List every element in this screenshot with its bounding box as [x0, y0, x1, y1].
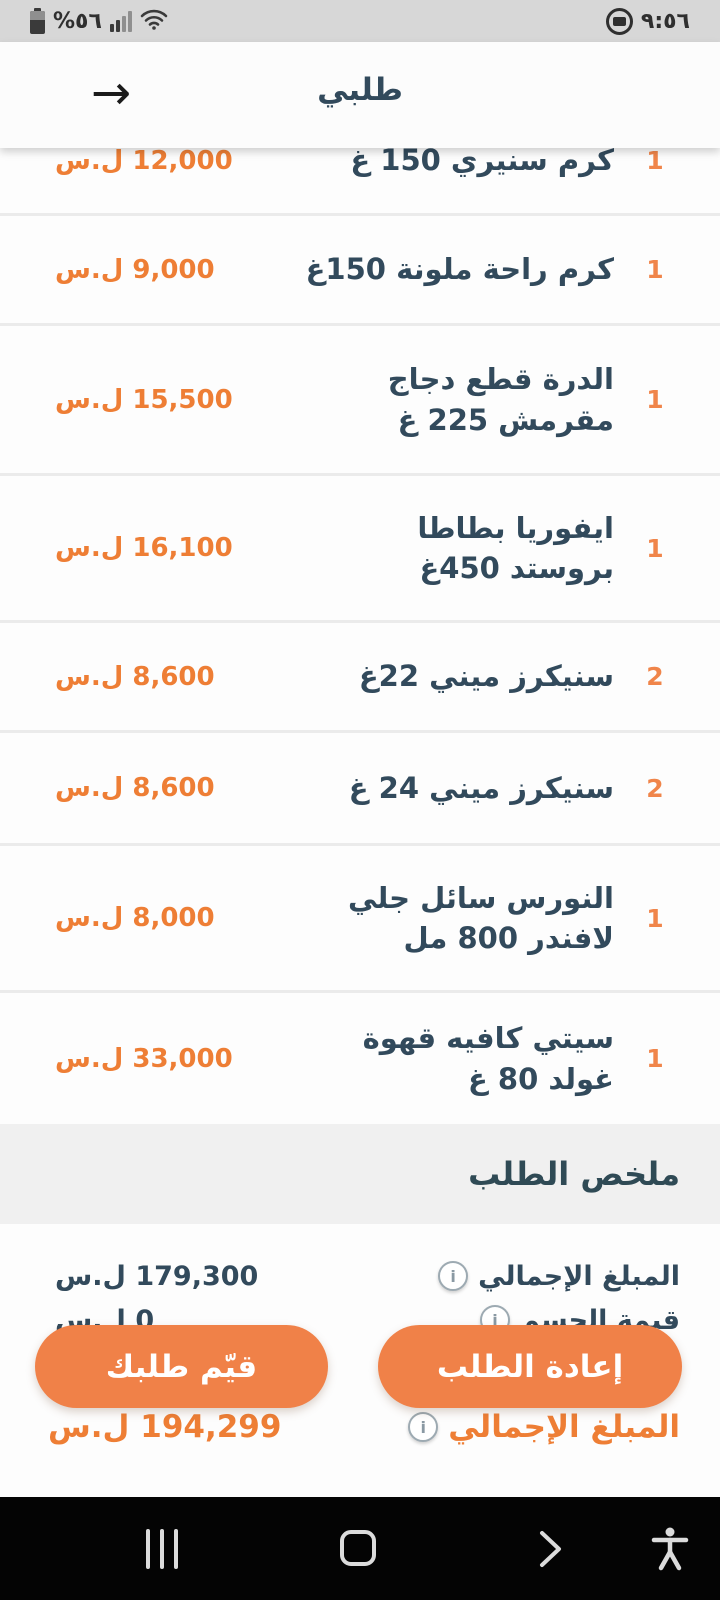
reorder-button[interactable]: إعادة الطلب	[378, 1325, 682, 1408]
order-summary-header: ملخص الطلب	[0, 1124, 720, 1224]
screen-record-icon	[605, 7, 633, 35]
item-quantity: 1	[646, 1044, 664, 1073]
summary-row-grand-total: المبلغ الإجمالي i 194,299 ل.س	[0, 1392, 720, 1462]
item-name: كرم سنيري 150 غ	[350, 148, 614, 178]
item-price: 33,000 ل.س	[55, 1043, 233, 1074]
grand-total-value: 194,299 ل.س	[48, 1409, 282, 1445]
item-price: 8,000 ل.س	[55, 903, 215, 933]
status-right-cluster: ٩:٥٦	[605, 7, 690, 35]
item-price: 8,600 ل.س	[55, 661, 215, 692]
item-quantity: 2	[646, 662, 664, 691]
order-item-row: 1 كرم سنيري 150 غ 12,000 ل.س	[0, 148, 720, 216]
order-items-list: 1 كرم سنيري 150 غ 12,000 ل.س 1 كرم راحة …	[0, 148, 720, 1124]
item-quantity: 1	[646, 903, 664, 933]
rate-order-button[interactable]: قيّم طلبك	[35, 1325, 328, 1408]
order-item-row: 1 سيتي كافيه قهوة غولد 80 غ 33,000 ل.س	[0, 993, 720, 1124]
summary-value: 179,300 ل.س	[55, 1260, 259, 1292]
order-item-row: 2 سنيكرز ميني 24 غ 8,600 ل.س	[0, 733, 720, 846]
back-button[interactable]: →	[76, 58, 146, 128]
wifi-icon	[140, 8, 168, 34]
back-arrow-icon: →	[90, 65, 132, 121]
summary-label: المبلغ الإجمالي	[478, 1260, 680, 1292]
item-name: سيتي كافيه قهوة غولد 80 غ	[362, 1021, 614, 1096]
item-name: ايفوريا بطاطا بروستد 450غ	[417, 510, 614, 585]
item-quantity: 1	[646, 255, 664, 284]
item-price: 9,000 ل.س	[55, 254, 215, 285]
item-price: 12,000 ل.س	[55, 148, 233, 176]
recents-icon[interactable]	[146, 1529, 178, 1569]
summary-row-total: المبلغ الإجمالي i 179,300 ل.س	[0, 1254, 720, 1298]
grand-total-label: المبلغ الإجمالي	[448, 1409, 680, 1445]
accessibility-icon[interactable]	[648, 1525, 692, 1573]
android-nav-bar	[0, 1497, 720, 1600]
item-quantity: 1	[646, 385, 664, 414]
page-title: طلبي	[317, 72, 403, 108]
item-name: سنيكرز ميني 22غ	[358, 659, 614, 694]
battery-icon	[30, 8, 45, 34]
item-quantity: 1	[646, 148, 664, 175]
item-price: 8,600 ل.س	[55, 773, 215, 803]
header: طلبي →	[0, 42, 720, 148]
item-quantity: 1	[646, 533, 664, 563]
status-bar: %٥٦ ٩:٥٦	[0, 0, 720, 42]
order-item-row: 1 كرم راحة ملونة 150غ 9,000 ل.س	[0, 216, 720, 326]
order-item-row: 2 سنيكرز ميني 22غ 8,600 ل.س	[0, 623, 720, 733]
info-icon[interactable]: i	[438, 1261, 469, 1291]
item-name: سنيكرز ميني 24 غ	[348, 770, 614, 805]
item-name: الدرة قطع دجاج مقرمش 225 غ	[387, 362, 614, 437]
order-item-row: 1 الدرة قطع دجاج مقرمش 225 غ 15,500 ل.س	[0, 326, 720, 476]
item-price: 16,100 ل.س	[55, 533, 233, 563]
info-icon[interactable]: i	[408, 1412, 439, 1442]
item-name: كرم راحة ملونة 150غ	[305, 252, 614, 287]
item-quantity: 2	[646, 773, 664, 803]
battery-percent: %٥٦	[53, 8, 102, 34]
nav-back-icon[interactable]	[535, 1528, 565, 1570]
status-left-cluster: %٥٦	[30, 8, 168, 34]
order-summary-title: ملخص الطلب	[468, 1155, 680, 1193]
order-item-row: 1 النورس سائل جلي لافندر 800 مل 8,000 ل.…	[0, 846, 720, 993]
signal-strength-icon	[109, 10, 132, 32]
order-item-row: 1 ايفوريا بطاطا بروستد 450غ 16,100 ل.س	[0, 476, 720, 623]
home-icon[interactable]	[340, 1530, 376, 1566]
clock: ٩:٥٦	[640, 8, 690, 34]
item-name: النورس سائل جلي لافندر 800 مل	[347, 880, 614, 955]
item-price: 15,500 ل.س	[55, 384, 233, 415]
